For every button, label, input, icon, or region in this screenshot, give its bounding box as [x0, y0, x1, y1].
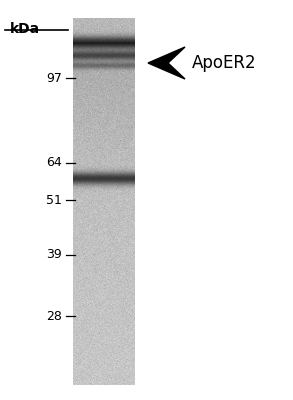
Text: kDa: kDa — [10, 22, 40, 36]
Text: 97: 97 — [46, 72, 62, 84]
Text: 28: 28 — [46, 310, 62, 322]
Text: 64: 64 — [46, 156, 62, 170]
Text: ApoER2: ApoER2 — [192, 54, 257, 72]
Text: 51: 51 — [46, 194, 62, 206]
Polygon shape — [148, 47, 185, 79]
Text: 39: 39 — [46, 248, 62, 262]
